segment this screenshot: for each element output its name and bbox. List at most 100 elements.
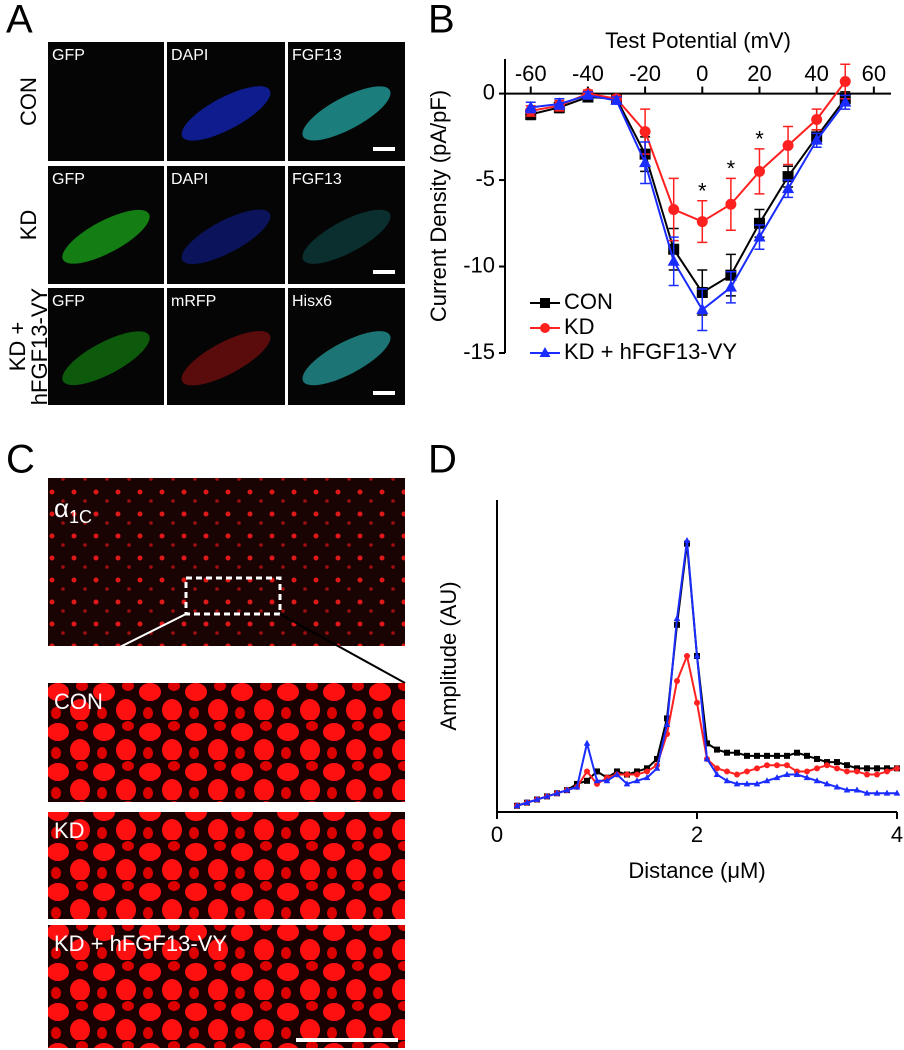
marker [674,677,680,684]
marker [874,765,880,772]
row-label: hFGF13-VY [27,287,52,405]
marker [864,765,870,772]
zoom-label: KD [54,818,85,843]
cell [181,86,271,141]
marker [724,280,737,292]
marker [673,614,681,621]
marker [683,536,691,543]
y-tick-label: -15 [463,339,495,364]
marker [543,792,551,799]
marker [824,759,830,766]
marker [743,780,751,787]
marker [884,765,890,772]
micrograph [48,42,164,161]
marker [633,777,641,784]
marker [694,699,700,706]
channel-label: mRFP [171,293,216,310]
cell [181,209,271,265]
marker [824,762,830,769]
marker [782,171,794,183]
y-tick-label: -5 [475,166,495,191]
series-line [530,96,847,294]
x-tick-label: 0 [491,822,503,847]
marker [714,746,720,753]
marker [854,765,860,772]
marker [744,752,750,759]
zoom-line [279,613,406,684]
marker [668,203,680,215]
y-axis-title: Current Density (pA/pF) [426,90,451,322]
marker [804,752,810,759]
marker [753,780,761,787]
marker [594,768,600,775]
annotation: * [755,127,764,152]
marker [844,762,850,769]
marker [713,770,721,777]
marker [613,770,621,777]
marker [803,774,811,781]
marker [784,752,790,759]
marker [893,789,901,796]
marker [864,771,870,778]
marker [764,752,770,759]
panel-letter: A [6,0,33,42]
marker [624,771,630,778]
marker [834,759,840,766]
zoom-label: KD + hFGF13-VY [54,931,227,956]
marker [653,764,661,771]
zoom-image [48,683,405,802]
marker [623,780,631,787]
panel-letter: C [6,438,35,482]
row-label: KD + [5,322,30,372]
marker [843,786,851,793]
series-line [516,543,897,807]
x-tick-label: -60 [515,61,547,86]
marker [774,762,780,769]
x-tick-label: 2 [691,822,703,847]
marker [643,774,651,781]
annotation: * [727,156,736,181]
marker [725,198,737,210]
chart: -60 -40 -20 0 20 40 60 0 -5 -10 -15 Test Potential … [426,28,891,364]
marker [583,739,591,746]
marker [774,752,780,759]
marker [874,771,880,778]
marker [584,768,590,775]
marker [714,765,720,772]
legend-label: KD [564,314,595,339]
marker [839,95,852,107]
panel-c: α1C CON KD KD + hFGF13-VY [47,478,406,1048]
marker [782,139,794,151]
marker [533,795,541,802]
channel-label: GFP [52,47,85,64]
cell [181,330,271,386]
marker [753,217,765,229]
zoom-image [48,925,405,1048]
marker [693,652,701,659]
marker [663,721,671,728]
overview-label: α1C [54,493,92,527]
y-tick-label: 0 [483,79,495,104]
row-label: CON [16,77,41,126]
marker [634,771,640,778]
channel-label: DAPI [171,171,208,188]
marker [593,777,601,784]
marker [553,97,566,109]
marker [783,770,791,777]
marker [540,298,550,308]
marker [839,75,851,87]
marker [610,93,623,105]
marker [782,182,795,194]
marker [639,156,652,168]
marker [854,768,860,775]
marker [513,802,521,809]
marker [639,126,651,138]
marker [723,777,731,784]
marker [834,765,840,772]
channel-label: GFP [52,293,85,310]
cell [302,331,391,386]
marker [764,762,770,769]
zoom-label: CON [54,689,103,714]
marker [763,777,771,784]
